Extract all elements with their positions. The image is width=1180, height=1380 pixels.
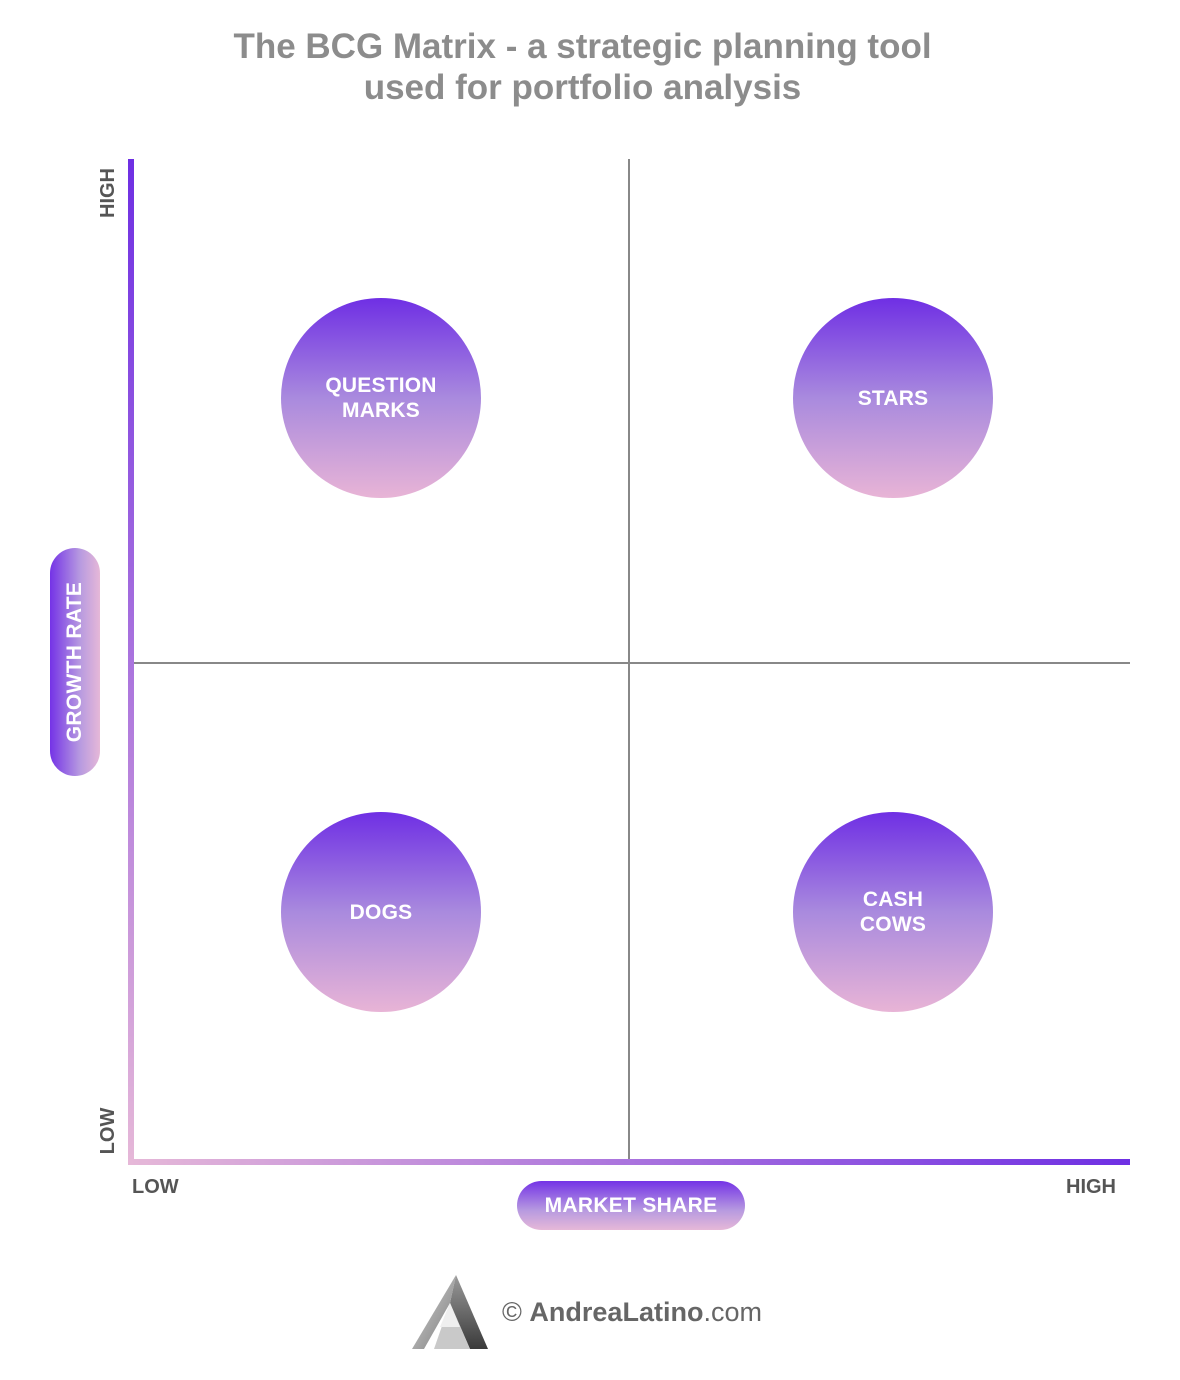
growth-rate-axis-badge: GROWTH RATE [50, 548, 100, 776]
cash-cows-label: CASH COWS [859, 888, 927, 936]
page-title: The BCG Matrix - a strategic planning to… [0, 26, 1165, 108]
x-axis-high-label: HIGH [1066, 1176, 1116, 1198]
footer-credit: © AndreaLatino.com [410, 1272, 762, 1352]
brand-name: AndreaLatino [529, 1296, 704, 1327]
x-axis-low-label: LOW [132, 1176, 179, 1198]
growth-rate-label: GROWTH RATE [63, 581, 86, 743]
title-line-1: The BCG Matrix - a strategic planning to… [233, 27, 932, 66]
y-axis-high-label: HIGH [97, 168, 119, 218]
stars-quadrant: STARS [793, 298, 993, 498]
stars-label: STARS [857, 386, 929, 410]
andrea-latino-logo-icon [412, 1275, 488, 1349]
question-marks-label: QUESTION MARKS [325, 374, 437, 422]
cash-cows-quadrant: CASH COWS [793, 812, 993, 1012]
market-share-axis-badge: MARKET SHARE [517, 1181, 745, 1230]
x-axis-line [128, 1159, 1130, 1165]
copyright-text: © AndreaLatino.com [502, 1297, 762, 1328]
dogs-label: DOGS [349, 900, 413, 924]
y-axis-low-label: LOW [97, 1107, 119, 1155]
question-marks-quadrant: QUESTION MARKS [281, 298, 481, 498]
dogs-quadrant: DOGS [281, 812, 481, 1012]
title-line-2: used for portfolio analysis [363, 68, 802, 107]
brand-domain: .com [703, 1296, 762, 1327]
copyright-symbol: © [502, 1296, 522, 1327]
y-axis-line [128, 159, 134, 1165]
